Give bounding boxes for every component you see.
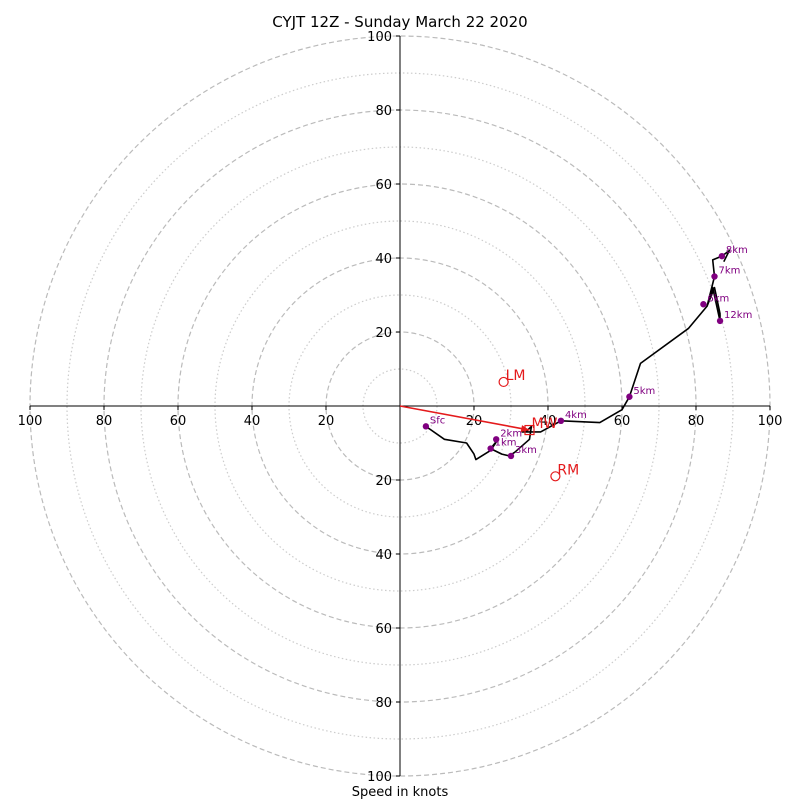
x-tick-label: 20: [318, 414, 335, 429]
storm-motion-label-mw: MW: [532, 416, 558, 432]
y-tick-label: 80: [375, 696, 392, 711]
height-point-3km: [507, 452, 515, 460]
height-label-5km: 5km: [633, 386, 655, 397]
x-tick-label: 80: [688, 414, 705, 429]
height-label-8km: 8km: [726, 245, 748, 256]
y-tick-label: 60: [375, 622, 392, 637]
y-tick-label: 40: [375, 548, 392, 563]
x-tick-label: 80: [96, 414, 113, 429]
x-axis-label: Speed in knots: [352, 785, 449, 800]
storm-motion-label-rm: RM: [557, 462, 579, 478]
height-label-6km: 6km: [707, 293, 729, 304]
x-tick-label: 100: [758, 414, 783, 429]
height-label-7km: 7km: [719, 266, 741, 277]
height-label-2km: 2km: [500, 428, 522, 439]
y-tick-label: 40: [375, 252, 392, 267]
height-point-4km: [557, 417, 565, 424]
x-tick-label: 60: [614, 414, 631, 429]
x-tick-label: 100: [18, 414, 43, 429]
x-tick-label: 20: [466, 414, 483, 429]
storm-motion-lm: [498, 376, 509, 388]
height-label-3km: 3km: [515, 445, 537, 456]
height-label-12km: 12km: [724, 310, 752, 321]
storm-motion-mw: [524, 424, 535, 436]
x-tick-label: 40: [244, 414, 261, 429]
height-label-4km: 4km: [565, 410, 587, 421]
height-point-6km: [700, 301, 707, 308]
height-point-5km: [626, 393, 633, 400]
height-point-2km: [493, 436, 500, 443]
y-tick-label: 60: [375, 178, 392, 193]
tick-labels: 1001008080606040402020202040406060808010…: [18, 30, 783, 785]
y-tick-label: 100: [367, 30, 392, 45]
y-tick-label: 80: [375, 104, 392, 119]
y-tick-label: 20: [375, 474, 392, 489]
chart-title: CYJT 12Z - Sunday March 22 2020: [272, 13, 527, 31]
storm-motion-label-lm: LM: [506, 368, 526, 384]
y-tick-label: 20: [375, 326, 392, 341]
storm-motion-markers: LM RM MW: [498, 368, 579, 482]
height-point-1km: [487, 445, 494, 452]
height-point-12km: [716, 317, 724, 325]
height-point-7km: [711, 273, 718, 280]
height-label-1km: 1km: [495, 438, 517, 449]
height-label-sfc: Sfc: [430, 415, 445, 426]
height-point-sfc: [422, 423, 430, 430]
storm-motion-rm: [550, 471, 561, 482]
x-tick-label: 60: [170, 414, 187, 429]
height-point-8km: [718, 252, 726, 260]
y-tick-label: 100: [367, 770, 392, 785]
mean-wind-arrow: [399, 405, 530, 431]
